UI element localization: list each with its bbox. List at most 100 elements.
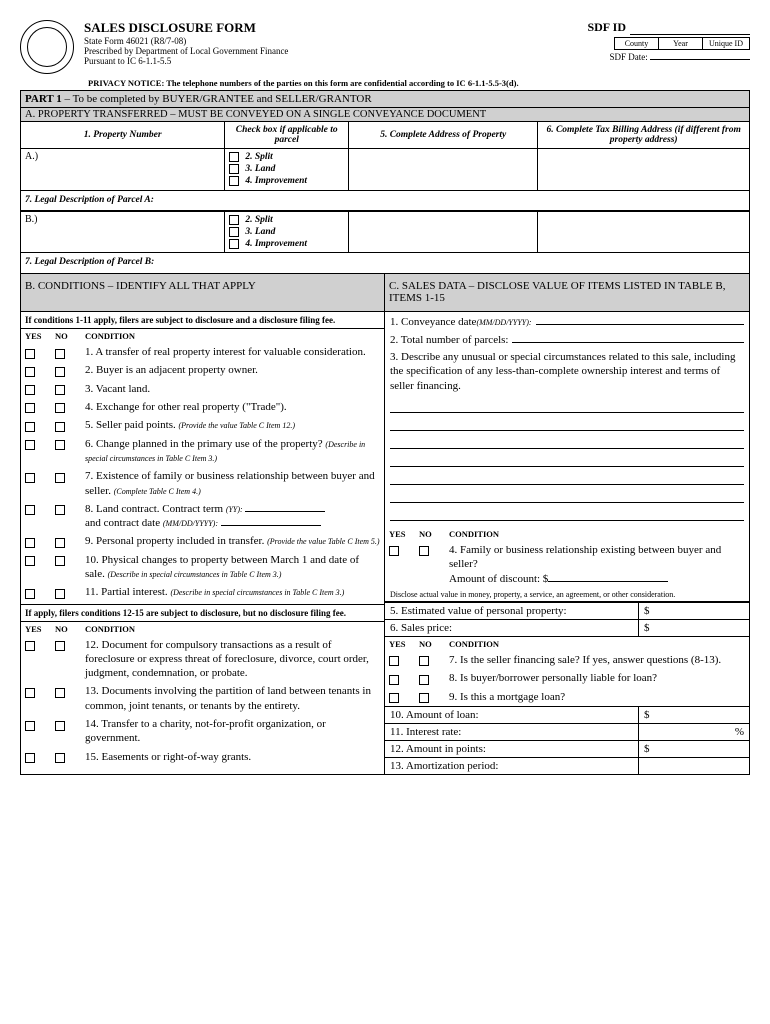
desc-line-7[interactable]	[390, 507, 744, 521]
chk-a-land[interactable]	[229, 164, 239, 174]
chk-b-land[interactable]	[229, 227, 239, 237]
legal-desc-a[interactable]: 7. Legal Description of Parcel A:	[21, 191, 749, 211]
legal-desc-b[interactable]: 7. Legal Description of Parcel B:	[21, 253, 749, 273]
sdf-date-field[interactable]	[650, 59, 750, 60]
chk-c7-yes[interactable]	[389, 656, 399, 666]
section-c: C. SALES DATA – DISCLOSE VALUE OF ITEMS …	[385, 274, 749, 774]
chk-12-yes[interactable]	[25, 641, 35, 651]
cond-11: 11. Partial interest. (Describe in speci…	[85, 585, 380, 599]
chk-c8-no[interactable]	[419, 675, 429, 685]
part1-header: PART 1 – To be completed by BUYER/GRANTE…	[21, 91, 749, 108]
val-12-amt[interactable]: $	[639, 741, 749, 757]
chk-a-split[interactable]	[229, 152, 239, 162]
parcels-field[interactable]	[512, 332, 744, 343]
chk-3-no[interactable]	[55, 385, 65, 395]
conveyance-date-field[interactable]	[536, 314, 744, 325]
chk-c8-yes[interactable]	[389, 675, 399, 685]
chk-4-yes[interactable]	[25, 403, 35, 413]
chk-8-yes[interactable]	[25, 505, 35, 515]
disclose-note: Disclose actual value in money, property…	[385, 588, 749, 602]
chk-7-no[interactable]	[55, 473, 65, 483]
chk-b-improvement[interactable]	[229, 239, 239, 249]
chk-14-no[interactable]	[55, 721, 65, 731]
chk-1-no[interactable]	[55, 349, 65, 359]
cond-5: 5. Seller paid points. (Provide the valu…	[85, 418, 380, 432]
cond-9: 9. Personal property included in transfe…	[85, 534, 380, 548]
parcel-a-number[interactable]: A.)	[21, 149, 225, 191]
sales-cond-8: 8. Is buyer/borrower personally liable f…	[449, 671, 745, 685]
chk-14-yes[interactable]	[25, 721, 35, 731]
cond-8: 8. Land contract. Contract term (YY): an…	[85, 502, 380, 531]
chk-4-no[interactable]	[55, 403, 65, 413]
parcel-b-tax-address[interactable]	[538, 211, 749, 253]
sales-cond-9: 9. Is this a mortgage loan?	[449, 690, 745, 704]
chk-13-no[interactable]	[55, 688, 65, 698]
desc-line-3[interactable]	[390, 435, 744, 449]
val-11-amt[interactable]: %	[639, 724, 749, 740]
val-10-amt[interactable]: $	[639, 707, 749, 723]
desc-line-5[interactable]	[390, 471, 744, 485]
val-13-label: 13. Amortization period:	[385, 758, 639, 774]
col-tax-address: 6. Complete Tax Billing Address (if diff…	[538, 122, 749, 149]
parcel-b-address[interactable]	[349, 211, 538, 253]
cond-1: 1. A transfer of real property interest …	[85, 345, 380, 359]
chk-a-improvement[interactable]	[229, 176, 239, 186]
sales-cond-7: 7. Is the seller financing sale? If yes,…	[449, 653, 745, 667]
col-property-number: 1. Property Number	[21, 122, 225, 149]
chk-8-no[interactable]	[55, 505, 65, 515]
chk-6-yes[interactable]	[25, 440, 35, 450]
uniqueid-cell: Unique ID	[703, 38, 749, 49]
chk-11-no[interactable]	[55, 589, 65, 599]
cond-6: 6. Change planned in the primary use of …	[85, 437, 380, 466]
chk-c4-no[interactable]	[419, 546, 429, 556]
val-12-label: 12. Amount in points:	[385, 741, 639, 757]
desc-line-6[interactable]	[390, 489, 744, 503]
chk-6-no[interactable]	[55, 440, 65, 450]
chk-1-yes[interactable]	[25, 349, 35, 359]
county-cell: County	[615, 38, 659, 49]
sales-cond-4: 4. Family or business relationship exist…	[449, 543, 745, 586]
chk-12-no[interactable]	[55, 641, 65, 651]
val-6-amt[interactable]: $	[639, 620, 749, 636]
cond-15: 15. Easements or right-of-way grants.	[85, 750, 380, 764]
chk-c4-yes[interactable]	[389, 546, 399, 556]
section-c-header: C. SALES DATA – DISCLOSE VALUE OF ITEMS …	[385, 274, 749, 312]
form-header: SALES DISCLOSURE FORM State Form 46021 (…	[20, 20, 750, 74]
parcel-a-options: 2. Split 3. Land 4. Improvement	[225, 149, 349, 191]
parcel-b-number[interactable]: B.)	[21, 211, 225, 253]
chk-13-yes[interactable]	[25, 688, 35, 698]
chk-5-no[interactable]	[55, 422, 65, 432]
desc-line-1[interactable]	[390, 399, 744, 413]
chk-7-yes[interactable]	[25, 473, 35, 483]
chk-15-no[interactable]	[55, 753, 65, 763]
chk-15-yes[interactable]	[25, 753, 35, 763]
conditions-intro-1: If conditions 1-11 apply, filers are sub…	[21, 312, 384, 329]
chk-b-split[interactable]	[229, 215, 239, 225]
parcel-a-address[interactable]	[349, 149, 538, 191]
chk-c9-no[interactable]	[419, 693, 429, 703]
chk-9-yes[interactable]	[25, 538, 35, 548]
chk-5-yes[interactable]	[25, 422, 35, 432]
parcel-a-tax-address[interactable]	[538, 149, 749, 191]
chk-10-yes[interactable]	[25, 556, 35, 566]
chk-3-yes[interactable]	[25, 385, 35, 395]
cond-10: 10. Physical changes to property between…	[85, 553, 380, 582]
chk-9-no[interactable]	[55, 538, 65, 548]
sdf-id-field[interactable]	[630, 21, 750, 35]
desc-line-4[interactable]	[390, 453, 744, 467]
val-6-label: 6. Sales price:	[385, 620, 639, 636]
chk-2-no[interactable]	[55, 367, 65, 377]
sdf-cells: County Year Unique ID	[614, 37, 750, 50]
chk-c7-no[interactable]	[419, 656, 429, 666]
chk-2-yes[interactable]	[25, 367, 35, 377]
chk-c9-yes[interactable]	[389, 693, 399, 703]
chk-10-no[interactable]	[55, 556, 65, 566]
cond-3: 3. Vacant land.	[85, 382, 380, 396]
cond-13: 13. Documents involving the partition of…	[85, 684, 380, 713]
desc-line-2[interactable]	[390, 417, 744, 431]
prescribed-by: Prescribed by Department of Local Govern…	[84, 46, 577, 56]
cond-14: 14. Transfer to a charity, not-for-profi…	[85, 717, 380, 746]
val-13-amt[interactable]	[639, 758, 749, 774]
chk-11-yes[interactable]	[25, 589, 35, 599]
val-5-amt[interactable]: $	[639, 603, 749, 619]
